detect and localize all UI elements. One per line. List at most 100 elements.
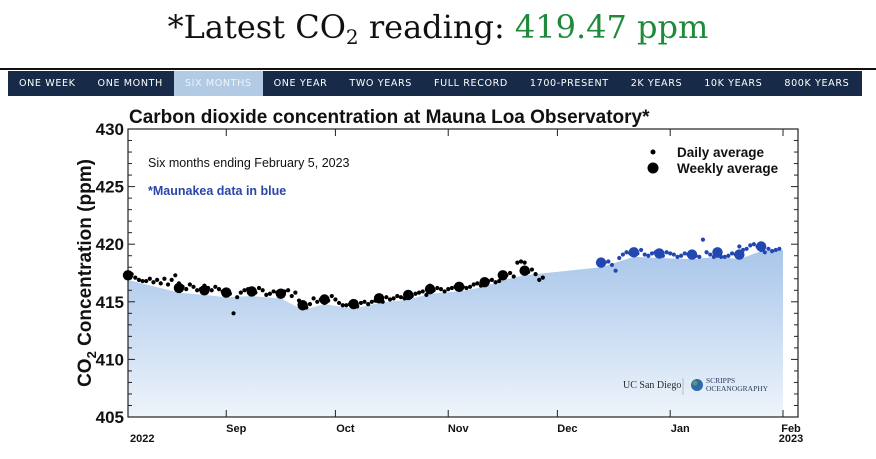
data-point bbox=[638, 247, 644, 253]
tab-800k-years[interactable]: 800K YEARS bbox=[784, 78, 850, 89]
data-point bbox=[533, 272, 538, 277]
data-point bbox=[726, 253, 731, 258]
data-point bbox=[348, 298, 359, 310]
data-point bbox=[184, 287, 189, 292]
data-point bbox=[686, 249, 698, 260]
data-point bbox=[307, 302, 313, 307]
data-point bbox=[169, 277, 174, 283]
headline-middle: reading: bbox=[358, 8, 515, 46]
year-start-label: 2022 bbox=[130, 433, 154, 445]
data-point bbox=[151, 280, 156, 285]
data-point bbox=[697, 254, 702, 259]
data-point bbox=[497, 278, 502, 284]
data-point bbox=[649, 251, 655, 256]
tab-1700-present[interactable]: 1700-PRESENT bbox=[529, 78, 609, 89]
data-point bbox=[479, 277, 490, 288]
data-point bbox=[755, 241, 767, 252]
year-end-label: 2023 bbox=[779, 433, 803, 445]
data-point bbox=[293, 290, 298, 295]
data-point bbox=[133, 275, 138, 280]
data-point bbox=[442, 289, 447, 294]
axes: 405 410 415 420 425 430 Sep Oct Nov Dec Jan Feb bbox=[96, 120, 801, 435]
tab-six-months[interactable]: SIX MONTHS bbox=[173, 71, 263, 96]
x-tick-label: Nov bbox=[448, 423, 470, 435]
data-point bbox=[395, 293, 400, 299]
data-point bbox=[435, 285, 440, 291]
data-point bbox=[624, 250, 629, 255]
data-point bbox=[136, 277, 142, 283]
data-point bbox=[286, 288, 291, 293]
data-point bbox=[264, 292, 269, 297]
data-point bbox=[373, 293, 385, 304]
data-point bbox=[424, 283, 436, 295]
data-point bbox=[704, 250, 709, 255]
data-point bbox=[449, 285, 454, 291]
data-point bbox=[515, 260, 520, 265]
scripps-logo-line1: SCRIPPS bbox=[706, 376, 735, 385]
headline-subscript: 2 bbox=[345, 25, 359, 49]
data-point bbox=[366, 302, 371, 307]
weekly-marker-icon bbox=[647, 162, 659, 174]
data-point bbox=[493, 280, 498, 285]
data-point bbox=[165, 282, 171, 287]
data-point bbox=[235, 295, 240, 300]
data-point bbox=[242, 288, 247, 293]
data-point bbox=[762, 250, 767, 255]
scripps-logo-line2: OCEANOGRAPHY bbox=[706, 384, 769, 393]
data-point bbox=[336, 300, 342, 306]
logos: UC San Diego SCRIPPS OCEANOGRAPHY bbox=[623, 376, 769, 395]
data-point bbox=[271, 289, 276, 294]
tab-full-record[interactable]: FULL RECORD bbox=[433, 78, 508, 89]
data-point bbox=[147, 276, 152, 281]
data-point bbox=[315, 299, 320, 304]
data-point bbox=[595, 257, 607, 268]
data-point bbox=[507, 270, 513, 276]
tab-one-year[interactable]: ONE YEAR bbox=[273, 78, 328, 89]
data-point bbox=[497, 270, 509, 281]
data-point bbox=[617, 255, 622, 261]
data-point bbox=[671, 252, 676, 257]
legend-weekly: Weekly average bbox=[677, 161, 779, 176]
data-point bbox=[187, 282, 192, 287]
data-point bbox=[344, 303, 349, 308]
chart-title: Carbon dioxide concentration at Mauna Lo… bbox=[129, 107, 650, 128]
data-point bbox=[162, 276, 167, 281]
data-point bbox=[777, 246, 782, 251]
data-point bbox=[628, 247, 640, 258]
data-point bbox=[682, 251, 687, 256]
data-point bbox=[609, 262, 615, 268]
data-point bbox=[155, 277, 160, 283]
data-point bbox=[256, 285, 262, 291]
y-tick-label: 420 bbox=[96, 235, 124, 254]
data-point bbox=[737, 244, 742, 249]
tab-2k-years[interactable]: 2K YEARS bbox=[630, 78, 683, 89]
data-point bbox=[246, 286, 257, 297]
ucsd-logo: UC San Diego bbox=[623, 380, 681, 391]
data-point bbox=[522, 260, 527, 265]
data-point bbox=[267, 291, 273, 296]
data-point bbox=[668, 251, 673, 256]
tab-one-week[interactable]: ONE WEEK bbox=[19, 78, 76, 89]
legend-daily: Daily average bbox=[677, 145, 765, 160]
data-point bbox=[297, 300, 308, 311]
daily-marker-icon bbox=[650, 149, 656, 155]
data-point bbox=[384, 295, 389, 300]
latest-co2-value: 419.47 ppm bbox=[514, 8, 709, 46]
x-tick-label: Oct bbox=[336, 423, 355, 435]
data-point bbox=[766, 246, 771, 251]
y-tick-label: 405 bbox=[96, 408, 124, 427]
data-point bbox=[391, 296, 396, 301]
x-tick-label: Feb bbox=[781, 423, 801, 435]
data-point bbox=[417, 290, 422, 295]
tab-one-month[interactable]: ONE MONTH bbox=[97, 78, 163, 89]
tab-10k-years[interactable]: 10K YEARS bbox=[704, 78, 763, 89]
data-point bbox=[402, 289, 414, 301]
data-point bbox=[260, 288, 265, 293]
data-point bbox=[734, 249, 745, 260]
tab-two-years[interactable]: TWO YEARS bbox=[349, 78, 412, 89]
data-point bbox=[773, 247, 778, 253]
data-point bbox=[209, 288, 214, 293]
headline-prefix: *Latest CO bbox=[167, 8, 346, 46]
y-tick-label: 415 bbox=[96, 293, 124, 312]
data-point bbox=[362, 299, 367, 304]
